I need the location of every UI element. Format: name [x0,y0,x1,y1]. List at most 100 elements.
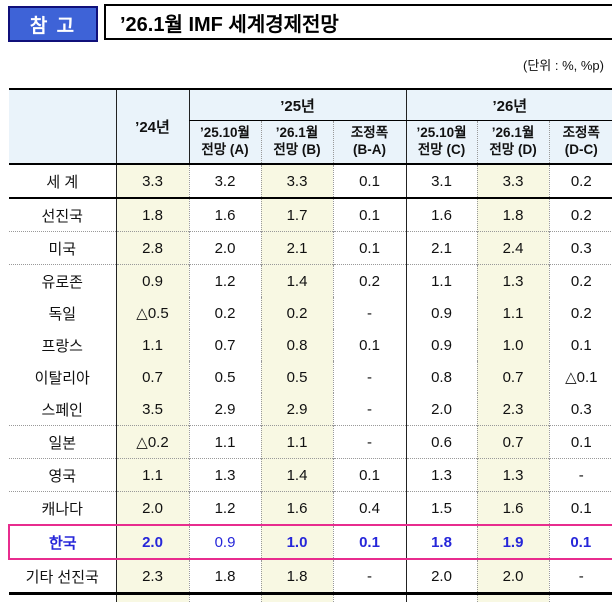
row-label: 프랑스 [9,329,116,361]
row-label: 일본 [9,426,116,459]
cell-value: 2.0 [406,393,477,426]
outlook-table: ’24년 ’25년 ’26년 ’25.10월 전망 (A) ’26.1월 전망 … [8,88,612,602]
col-subheader-c: ’25.10월 전망 (C) [406,121,477,165]
cell-value: 0.1 [333,525,406,559]
cell-value: 1.3 [477,265,549,298]
row-label: 유로존 [9,265,116,298]
row-label: 영국 [9,459,116,492]
cell-value: 1.1 [477,297,549,329]
cell-value: 1.9 [477,525,549,559]
cell-value: 1.8 [116,198,189,232]
table-row-cutoff [9,594,612,602]
cell-value: 0.8 [261,329,333,361]
header-group-row: ’24년 ’25년 ’26년 [9,89,612,121]
cell-value: 0.9 [406,329,477,361]
cell-value: △0.1 [549,361,612,393]
cell-value: 0.2 [549,164,612,198]
cell-value: 1.8 [406,525,477,559]
cell-value: 1.0 [477,329,549,361]
cell-value: 2.3 [477,393,549,426]
table-row-japan: 일본 △0.2 1.1 1.1 - 0.6 0.7 0.1 [9,426,612,459]
cell-value: 3.2 [189,164,261,198]
cell-value: 3.3 [116,164,189,198]
row-label: 독일 [9,297,116,329]
cell-value: 1.4 [261,265,333,298]
cell-value: 0.1 [549,426,612,459]
cell-value: 1.5 [406,492,477,526]
cell-value: 0.1 [333,329,406,361]
unit-note: (단위 : %, %p) [523,55,604,74]
cell-value: 2.0 [116,492,189,526]
table-row-world: 세 계 3.3 3.2 3.3 0.1 3.1 3.3 0.2 [9,164,612,198]
row-label: 이탈리아 [9,361,116,393]
cell-value: 0.1 [333,459,406,492]
cell-value: 1.8 [477,198,549,232]
table-row-eurozone: 유로존 0.9 1.2 1.4 0.2 1.1 1.3 0.2 [9,265,612,298]
cell-value: 0.7 [477,361,549,393]
cell-value: 0.1 [333,164,406,198]
cell-value: 2.0 [189,232,261,265]
col-subheader-ba: 조정폭 (B-A) [333,121,406,165]
table-row-korea-highlighted: 한국 2.0 0.9 1.0 0.1 1.8 1.9 0.1 [9,525,612,559]
col-group-26: ’26년 [406,89,612,121]
col-group-25: ’25년 [189,89,406,121]
cell-value: 1.3 [477,459,549,492]
col-subheader-a: ’25.10월 전망 (A) [189,121,261,165]
cell-value: 0.9 [189,525,261,559]
cell-value: 2.9 [261,393,333,426]
cell-value: 0.1 [549,525,612,559]
table-row-usa: 미국 2.8 2.0 2.1 0.1 2.1 2.4 0.3 [9,232,612,265]
cell-value: 1.1 [406,265,477,298]
corner-cell [9,89,116,164]
cell-value: 0.2 [549,265,612,298]
table-row-uk: 영국 1.1 1.3 1.4 0.1 1.3 1.3 - [9,459,612,492]
cell-value: 3.1 [406,164,477,198]
cell-value: 1.2 [189,265,261,298]
reference-badge-label: 참 고 [30,11,76,38]
cell-value: 0.7 [477,426,549,459]
page-title: ’26.1월 IMF 세계경제전망 [120,8,339,37]
table-row-germany: 독일 △0.5 0.2 0.2 - 0.9 1.1 0.2 [9,297,612,329]
cell-value: 0.3 [549,232,612,265]
cell-value: 1.1 [261,426,333,459]
table-row-france: 프랑스 1.1 0.7 0.8 0.1 0.9 1.0 0.1 [9,329,612,361]
cell-value: 2.1 [406,232,477,265]
cell-value: 0.4 [333,492,406,526]
cell-value: 1.1 [116,329,189,361]
title-box: ’26.1월 IMF 세계경제전망 [104,4,612,40]
cell-value: - [333,361,406,393]
cell-value: 1.6 [261,492,333,526]
cell-value: 2.0 [116,525,189,559]
cell-value: 1.1 [116,459,189,492]
cell-value: 1.6 [189,198,261,232]
cell-value: 3.3 [261,164,333,198]
cell-value: 0.2 [333,265,406,298]
col-subheader-d: ’26.1월 전망 (D) [477,121,549,165]
cell-value: 0.5 [261,361,333,393]
cell-value: 1.8 [189,559,261,594]
cell-value: 0.1 [549,329,612,361]
row-label: 스페인 [9,393,116,426]
cell-value: 0.3 [549,393,612,426]
cell-value: 1.3 [189,459,261,492]
table-row-canada: 캐나다 2.0 1.2 1.6 0.4 1.5 1.6 0.1 [9,492,612,526]
cell-value: - [333,297,406,329]
row-label: 기타 선진국 [9,559,116,594]
cell-value: 1.3 [406,459,477,492]
row-label: 미국 [9,232,116,265]
cell-value: 1.7 [261,198,333,232]
cell-value: 3.3 [477,164,549,198]
cell-value: 2.0 [477,559,549,594]
table-row-advanced: 선진국 1.8 1.6 1.7 0.1 1.6 1.8 0.2 [9,198,612,232]
row-label: 세 계 [9,164,116,198]
cell-value: 2.1 [261,232,333,265]
cell-value: - [333,426,406,459]
row-label: 선진국 [9,198,116,232]
cell-value: 2.3 [116,559,189,594]
cell-value: 0.2 [549,297,612,329]
cell-value: 0.9 [116,265,189,298]
cell-value: - [333,393,406,426]
cell-value: 0.9 [406,297,477,329]
cell-value: 1.1 [189,426,261,459]
